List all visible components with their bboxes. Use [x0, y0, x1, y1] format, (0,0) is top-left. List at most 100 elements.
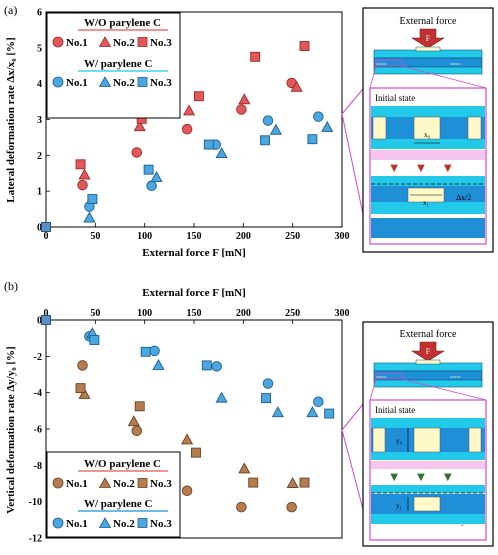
inset-a-force-arrow — [410, 28, 446, 49]
point-w-circle — [262, 115, 274, 126]
point-w-square — [201, 360, 212, 371]
point-wo-triangle — [183, 104, 196, 116]
x-tick-label: 0 — [44, 231, 49, 242]
y-tick-label: -8 — [34, 461, 42, 472]
legend-a-wo-no3-label: No.3 — [150, 37, 172, 49]
inset-b-state-label: Initial state — [375, 405, 415, 415]
point-wo-triangle — [181, 433, 194, 445]
legend-b-w-no3: No.3 — [137, 518, 172, 530]
x-tick-label: 200 — [236, 308, 251, 319]
legend-b-w-no3-label: No.3 — [150, 518, 172, 530]
point-w-circle — [313, 396, 324, 408]
point-wo-circle — [181, 485, 193, 497]
legend-a-wo-no1: No.1 — [52, 36, 88, 49]
inset-a-state-label: Initial state — [375, 93, 415, 103]
legend-a-wo-square-marker — [137, 37, 148, 47]
point-wo-square — [299, 477, 310, 488]
point-wo-triangle — [238, 93, 251, 105]
x-tick-label: 50 — [90, 231, 100, 242]
legend-a-group-w: W/ parylene C — [84, 58, 152, 70]
legend-b-w-triangle-marker — [98, 517, 112, 528]
inset-a-zoom-line-2 — [401, 65, 487, 89]
x-tick-label: 200 — [236, 231, 251, 242]
inset-a-pressed-top — [371, 176, 485, 186]
inset-a-electrode-center — [413, 116, 441, 140]
legend-a-wo-triangle-marker — [98, 36, 112, 47]
point-wo-circle — [131, 425, 143, 437]
inset-b-zoom-line-2 — [401, 378, 487, 401]
point-origin-square — [41, 315, 51, 325]
inset-b-initial-bottom — [371, 452, 485, 460]
legend-a-group-wo: W/O parylene C — [84, 17, 161, 29]
legend-b-w-no1-label: No.1 — [66, 518, 88, 530]
legend-a-w-circle-marker — [52, 76, 64, 88]
point-w-circle — [149, 345, 160, 357]
inset-b-force-arrow — [410, 341, 446, 362]
point-wo-circle — [77, 360, 88, 371]
point-w-circle — [211, 361, 222, 372]
point-wo-circle — [236, 501, 247, 513]
point-w-circle — [262, 378, 274, 389]
legend-a-wo-no1-label: No.1 — [66, 37, 88, 49]
legend-a-w-no1: No.1 — [52, 76, 88, 89]
x-tick-label: 150 — [187, 231, 202, 242]
inset-b-zoom-region — [375, 372, 403, 380]
legend-a-w-no2: No.2 — [98, 76, 135, 89]
legend-b-w-square-marker — [137, 518, 148, 528]
point-w-square — [140, 346, 151, 357]
legend-b-wo-no3: No.3 — [137, 478, 172, 490]
legend-a-w-square-marker — [137, 77, 148, 87]
point-w-triangle — [269, 123, 282, 135]
legend-a-wo-circle-marker — [52, 36, 64, 48]
inset-b-schematic: External force F ▫▫▫▫▫ ▫▫▫▫▫ Initial sta… — [362, 321, 494, 547]
point-w-square — [307, 134, 318, 145]
point-wo-circle — [181, 123, 193, 135]
point-w-triangle — [152, 358, 165, 370]
inset-a-pressed-bottom — [371, 202, 485, 214]
inset-a-pressed-white-band — [371, 214, 485, 218]
inset-a-dx-label: Δx/2 — [456, 193, 471, 202]
inset-a-electrode-left — [372, 116, 387, 140]
y-tick-label: 6 — [37, 8, 42, 19]
chart-a-ticks: 0 50 100 150 200 250 300 0 1 2 3 4 5 6 — [37, 8, 350, 243]
x-tick-label: 250 — [285, 231, 300, 242]
inset-b-pressed-bottom — [371, 514, 485, 524]
inset-b-pressed-pink-band — [371, 461, 485, 469]
point-w-circle — [313, 111, 324, 122]
chart-a-legend: W/O parylene C No.1 No.2 No.3 W/ parylen… — [46, 12, 181, 119]
point-origin-square — [41, 222, 51, 232]
legend-b-w-no2-label: No.2 — [113, 518, 135, 530]
legend-b-wo-no2-label: No.2 — [113, 478, 135, 490]
point-wo-triangle — [127, 415, 140, 427]
point-w-square — [260, 135, 270, 146]
point-w-square — [89, 335, 100, 345]
inset-a-zoom-line-1 — [369, 65, 377, 89]
inset-a-pressed-bottom-band — [371, 218, 485, 238]
legend-a-w-no3-label: No.3 — [150, 77, 172, 89]
y-tick-label: 0 — [37, 316, 42, 327]
inset-a-x1-label: x₁ — [423, 199, 429, 207]
y-tick-label: -10 — [29, 497, 42, 508]
legend-b-group-wo: W/O parylene C — [84, 458, 161, 470]
point-w-triangle — [306, 406, 319, 418]
inset-a-x0-label: x₀ — [424, 131, 431, 139]
y-tick-label: -6 — [34, 425, 42, 436]
point-wo-triangle — [290, 80, 303, 92]
legend-a-w-triangle-marker — [98, 76, 112, 87]
point-w-square — [324, 408, 335, 419]
point-w-triangle — [150, 171, 163, 183]
x-tick-label: 50 — [90, 308, 100, 319]
legend-a-wo-no3: No.3 — [137, 37, 172, 49]
legend-b-wo-no3-label: No.3 — [150, 478, 172, 490]
y-tick-label: 0 — [37, 223, 42, 234]
point-w-square — [143, 164, 154, 175]
legend-a-w-no1-label: No.1 — [66, 77, 88, 89]
point-wo-triangle — [78, 168, 91, 180]
chart-a-ylabel: Lateral deformation rate Δx/x₀ [%] — [5, 37, 17, 202]
inset-a-base-layer — [373, 66, 483, 75]
chart-a-plot: 0 50 100 150 200 250 300 0 1 2 3 4 5 6 — [37, 8, 350, 243]
point-wo-square — [134, 401, 145, 412]
point-w-square — [261, 393, 271, 404]
point-w-triangle — [271, 406, 284, 418]
